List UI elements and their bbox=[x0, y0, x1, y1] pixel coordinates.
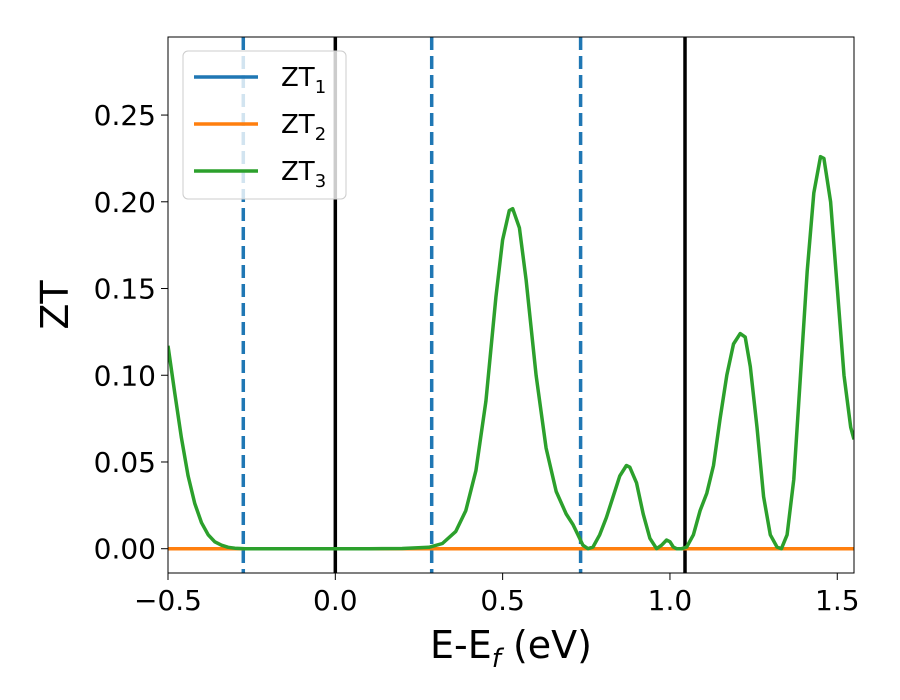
y-tick-label: 0.10 bbox=[94, 359, 156, 392]
x-tick-label: 0.0 bbox=[313, 584, 358, 617]
y-axis: 0.00 0.05 0.10 0.15 0.20 0.25 bbox=[94, 99, 168, 566]
x-tick-label: −0.5 bbox=[134, 584, 202, 617]
y-tick-label: 0.00 bbox=[94, 533, 156, 566]
series-line-3 bbox=[168, 154, 854, 551]
series-lines bbox=[168, 154, 854, 551]
y-tick-label: 0.05 bbox=[94, 446, 156, 479]
y-axis-title: ZT bbox=[33, 280, 77, 330]
x-axis-title-main: E-E bbox=[430, 623, 492, 667]
y-tick-label: 0.25 bbox=[94, 99, 156, 132]
y-tick-label: 0.20 bbox=[94, 186, 156, 219]
legend-box bbox=[182, 50, 347, 200]
legend-label-1: ZT1 bbox=[281, 63, 326, 98]
legend-label-2: ZT2 bbox=[281, 110, 326, 145]
x-tick-label: 0.5 bbox=[480, 584, 525, 617]
legend-label-3: ZT3 bbox=[281, 157, 326, 192]
x-axis-title: E-Ef (eV) bbox=[430, 623, 592, 674]
y-tick-label: 0.15 bbox=[94, 273, 156, 306]
legend: ZT1 ZT2 ZT3 bbox=[182, 50, 347, 200]
x-axis-title-suffix: (eV) bbox=[501, 623, 592, 667]
x-axis: −0.5 0.0 0.5 1.0 1.5 bbox=[134, 573, 860, 617]
plot-frame bbox=[167, 36, 855, 574]
x-tick-label: 1.0 bbox=[648, 584, 693, 617]
x-tick-label: 1.5 bbox=[815, 584, 860, 617]
